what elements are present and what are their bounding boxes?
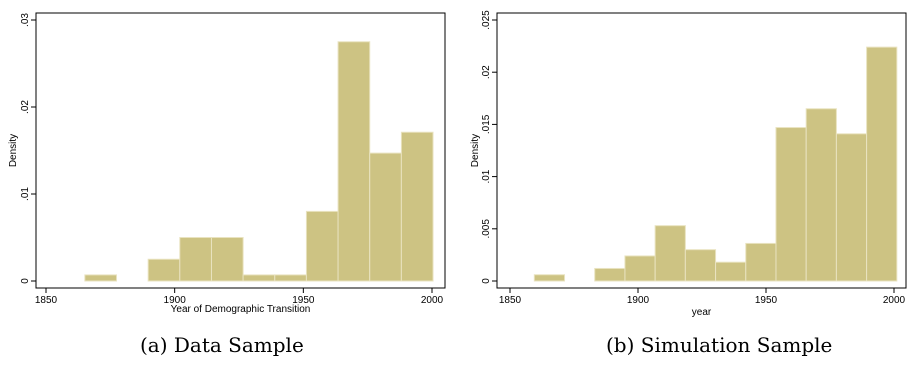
histogram-bar [715, 261, 747, 282]
histogram-bar [337, 41, 371, 282]
plot-frame [496, 12, 907, 289]
histogram-bar [147, 258, 181, 282]
histogram-bar [305, 210, 339, 282]
x-tick-label: 2000 [421, 295, 444, 306]
x-tick-label: 1900 [164, 295, 187, 306]
histogram-bar [684, 249, 717, 282]
histogram-bar [745, 242, 777, 282]
caption-data-sample: (a) Data Sample [140, 333, 304, 357]
y-tick-label: .02 [481, 65, 492, 79]
histogram-bar [775, 127, 807, 282]
x-axis-label: Year of Demographic Transition [171, 304, 311, 315]
histogram-bar [866, 46, 898, 282]
y-tick-label: 0 [481, 278, 492, 284]
x-tick-label: 2000 [883, 295, 906, 306]
x-tick-label: 1850 [35, 295, 58, 306]
y-tick-label: .01 [481, 169, 492, 183]
x-tick-label: 1950 [292, 295, 315, 306]
x-tick-label: 1950 [755, 295, 778, 306]
x-axis-label: year [692, 307, 712, 318]
histogram-bar [594, 267, 626, 282]
x-tick-label: 1850 [499, 295, 522, 306]
plot-frame [35, 12, 446, 289]
y-tick-label: .005 [481, 219, 492, 239]
y-tick-label: .01 [20, 187, 31, 201]
histogram-bar [533, 274, 566, 282]
histogram-bar [654, 225, 686, 282]
histogram-bar [179, 237, 212, 282]
caption-simulation-sample: (b) Simulation Sample [606, 333, 833, 357]
histogram-bar [274, 274, 307, 282]
histogram-panel-b: 1850 1900 1950 2000 0 .005 .01 .015 .02 .025 year D… [470, 10, 907, 318]
histogram-bar [369, 152, 402, 282]
y-tick-label: .02 [20, 100, 31, 114]
histogram-bar [210, 237, 244, 282]
y-tick-label: 0 [20, 278, 31, 284]
y-tick-label: .015 [481, 114, 492, 134]
y-tick-label: .025 [481, 10, 492, 30]
y-tick-label: .03 [20, 13, 31, 27]
histogram-bar [624, 255, 656, 282]
y-axis-label: Density [8, 134, 19, 167]
histogram-bar [84, 274, 118, 282]
histogram-bar [400, 131, 434, 282]
histogram-bar [805, 108, 837, 282]
histogram-bar [242, 274, 276, 282]
histogram-panel-a: 1850 1900 1950 2000 0 .01 .02 .03 Year of Demogr… [8, 12, 446, 315]
y-axis-label: Density [470, 134, 481, 167]
x-tick-label: 1900 [627, 295, 650, 306]
histogram-bar [835, 133, 868, 282]
